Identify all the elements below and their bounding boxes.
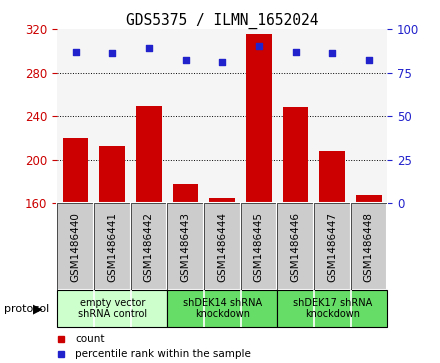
FancyBboxPatch shape <box>351 203 387 290</box>
FancyBboxPatch shape <box>204 203 241 290</box>
Bar <box>63 138 88 203</box>
Text: shDEK17 shRNA
knockdown: shDEK17 shRNA knockdown <box>293 298 372 319</box>
FancyBboxPatch shape <box>167 203 204 290</box>
Text: GSM1486447: GSM1486447 <box>327 212 337 282</box>
Bar <box>94 203 131 290</box>
Title: GDS5375 / ILMN_1652024: GDS5375 / ILMN_1652024 <box>126 13 319 29</box>
FancyBboxPatch shape <box>131 203 167 290</box>
Point <box>72 49 79 54</box>
Bar <box>173 184 198 203</box>
Bar <box>356 195 382 203</box>
FancyBboxPatch shape <box>277 203 314 290</box>
Text: ▶: ▶ <box>33 302 42 315</box>
Bar <box>57 203 94 290</box>
FancyBboxPatch shape <box>277 290 387 327</box>
FancyBboxPatch shape <box>94 203 131 290</box>
Bar <box>204 203 241 290</box>
Text: GSM1486445: GSM1486445 <box>254 212 264 282</box>
FancyBboxPatch shape <box>57 290 167 327</box>
Bar <box>241 203 277 290</box>
Text: empty vector
shRNA control: empty vector shRNA control <box>77 298 147 319</box>
Text: GSM1486440: GSM1486440 <box>70 212 81 282</box>
Point <box>255 44 262 49</box>
Point <box>292 49 299 54</box>
Text: shDEK14 shRNA
knockdown: shDEK14 shRNA knockdown <box>183 298 262 319</box>
Point <box>109 50 116 56</box>
Bar <box>209 198 235 203</box>
Text: GSM1486444: GSM1486444 <box>217 212 227 282</box>
Text: GSM1486443: GSM1486443 <box>180 212 191 282</box>
Text: GSM1486441: GSM1486441 <box>107 212 117 282</box>
Text: count: count <box>75 334 105 344</box>
Bar <box>136 106 162 203</box>
FancyBboxPatch shape <box>167 290 277 327</box>
Bar <box>131 203 167 290</box>
Text: GSM1486446: GSM1486446 <box>290 212 301 282</box>
Point <box>219 59 226 65</box>
Point <box>182 57 189 63</box>
Bar <box>314 203 351 290</box>
Text: protocol: protocol <box>4 303 50 314</box>
Bar <box>99 146 125 203</box>
Text: GSM1486442: GSM1486442 <box>144 212 154 282</box>
Point <box>365 57 372 63</box>
Text: percentile rank within the sample: percentile rank within the sample <box>75 349 251 359</box>
Bar <box>283 107 308 203</box>
Bar <box>167 203 204 290</box>
Point <box>329 50 336 56</box>
Point <box>145 45 152 51</box>
Bar <box>277 203 314 290</box>
Bar <box>319 151 345 203</box>
Text: GSM1486448: GSM1486448 <box>364 212 374 282</box>
FancyBboxPatch shape <box>241 203 277 290</box>
FancyBboxPatch shape <box>314 203 351 290</box>
Bar <box>246 34 272 203</box>
FancyBboxPatch shape <box>57 203 94 290</box>
Bar <box>351 203 387 290</box>
